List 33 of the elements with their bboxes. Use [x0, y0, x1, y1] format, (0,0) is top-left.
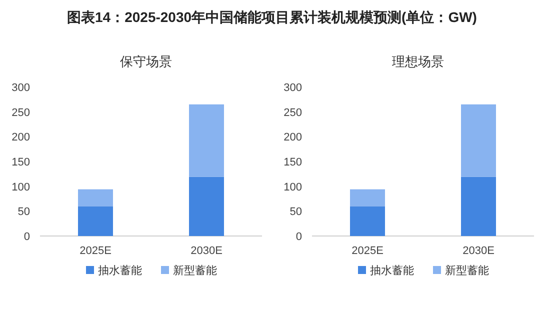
bar [189, 176, 224, 236]
y-tick-label: 250 [284, 106, 302, 119]
x-tick-label: 2030E [190, 245, 222, 257]
bar [78, 189, 113, 206]
y-tick-label: 250 [12, 106, 30, 119]
bar [189, 104, 224, 177]
y-tick-label: 200 [284, 132, 302, 144]
bar [350, 189, 385, 206]
y-tick-label: 200 [12, 132, 30, 144]
x-tick-label: 2025E [352, 245, 384, 257]
bar [461, 104, 496, 177]
bar [350, 206, 385, 236]
y-tick-label: 100 [12, 181, 30, 194]
legend-label: 抽水蓄能 [98, 264, 142, 277]
bar [461, 176, 496, 236]
y-tick-label: 150 [12, 156, 30, 168]
chart-title: 图表14：2025-2030年中国储能项目累计装机规模预测(单位：GW) [67, 9, 477, 25]
legend-label: 新型蓄能 [445, 264, 489, 277]
y-tick-label: 100 [284, 181, 302, 194]
legend-label: 抽水蓄能 [370, 264, 414, 277]
chart-subtitle: 理想场景 [392, 54, 444, 69]
legend-label: 新型蓄能 [173, 264, 217, 277]
x-tick-label: 2025E [80, 245, 112, 257]
y-tick-label: 300 [284, 82, 302, 94]
chart-subtitle: 保守场景 [120, 54, 172, 69]
x-tick-label: 2030E [462, 245, 494, 257]
y-tick-label: 50 [18, 206, 30, 218]
y-tick-label: 150 [284, 156, 302, 168]
y-tick-label: 0 [296, 231, 302, 243]
bar [78, 206, 113, 236]
y-tick-label: 0 [24, 231, 30, 243]
y-tick-label: 300 [12, 82, 30, 94]
y-tick-label: 50 [290, 206, 302, 218]
